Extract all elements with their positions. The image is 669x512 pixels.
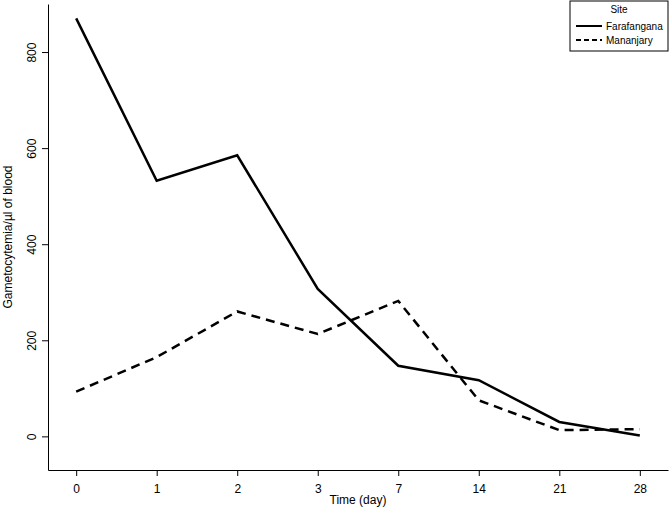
x-tick: 1 [154,470,161,496]
y-tick: 400 [25,234,48,254]
legend: Site Farafangana Mananjary [570,1,668,51]
y-tick-mark [42,436,48,437]
y-tick-label: 600 [25,138,39,158]
x-tick-mark [640,470,641,476]
y-tick-label: 200 [25,330,39,350]
x-tick: 7 [395,470,402,496]
x-tick: 3 [315,470,322,496]
x-tick-label: 21 [553,482,567,496]
chart: 0 1 2 3 7 14 21 28 0 200 400 600 800 Time (day) Gameto… [0,0,669,512]
y-tick: 800 [25,42,48,62]
plot: 0 1 2 3 7 14 21 28 0 200 400 600 800 [25,5,669,497]
legend-box [570,1,668,51]
x-tick-mark [318,470,319,476]
y-tick-label: 800 [25,42,39,62]
y-tick: 600 [25,138,48,158]
y-tick-mark [42,148,48,149]
x-tick: 2 [234,470,241,496]
x-tick-label: 14 [473,482,487,496]
legend-title: Site [610,4,628,15]
legend-label: Mananjary [606,35,653,46]
x-tick: 14 [473,470,487,496]
x-tick-mark [479,470,480,476]
y-tick-label: 400 [25,234,39,254]
x-tick-mark [559,470,560,476]
y-tick-label: 0 [25,433,39,440]
y-tick-mark [42,244,48,245]
x-tick-label: 0 [73,482,80,496]
x-tick: 28 [634,470,648,496]
x-tick: 21 [553,470,567,496]
x-tick-label: 2 [234,482,241,496]
series-line [76,18,640,435]
x-tick-mark [76,470,77,476]
x-axis-title: Time (day) [330,493,387,507]
x-axis-line [49,470,669,471]
y-tick: 0 [25,433,48,440]
legend-label: Farafangana [606,21,663,32]
y-axis-title: Gametocytemia/µl of blood [1,166,15,309]
y-axis: 0 200 400 600 800 [25,5,49,471]
x-tick-mark [237,470,238,476]
x-tick-label: 28 [634,482,648,496]
lines [76,18,640,435]
y-tick-mark [42,52,48,53]
y-tick: 200 [25,330,48,350]
x-tick-label: 1 [154,482,161,496]
x-tick-label: 7 [395,482,402,496]
y-tick-mark [42,340,48,341]
x-tick-mark [398,470,399,476]
x-tick-mark [157,470,158,476]
x-tick: 0 [73,470,80,496]
series-line [76,301,640,430]
x-tick-label: 3 [315,482,322,496]
legend-swatch [576,25,602,27]
legend-swatch [576,39,602,41]
y-axis-line [48,5,49,471]
